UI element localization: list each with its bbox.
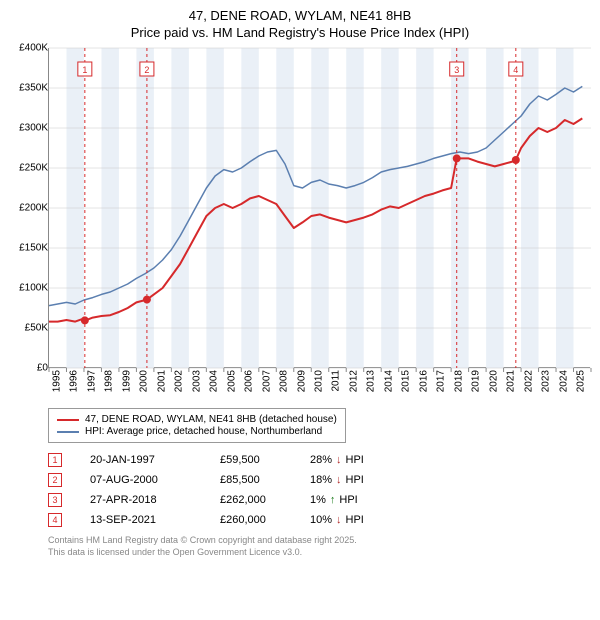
sales-table: 1 20-JAN-1997£59,50028% ↓ HPI 2 07-AUG-2000£8… bbox=[48, 453, 590, 527]
sale-delta: 10% ↓ HPI bbox=[310, 514, 400, 526]
arrow-down-icon: ↓ bbox=[336, 454, 342, 466]
legend: 47, DENE ROAD, WYLAM, NE41 8HB (detached… bbox=[48, 408, 346, 443]
footer-line: This data is licensed under the Open Gov… bbox=[48, 547, 590, 559]
y-tick-label: £100K bbox=[19, 283, 48, 294]
arrow-up-icon: ↑ bbox=[330, 494, 336, 506]
sale-price: £85,500 bbox=[220, 474, 310, 486]
x-tick-label: 1997 bbox=[86, 370, 97, 392]
x-tick-label: 2018 bbox=[453, 370, 464, 392]
legend-label: 47, DENE ROAD, WYLAM, NE41 8HB (detached… bbox=[85, 414, 337, 425]
sale-delta-pct: 28% bbox=[310, 454, 332, 466]
x-tick-label: 2007 bbox=[261, 370, 272, 392]
sale-price: £262,000 bbox=[220, 494, 310, 506]
legend-item: 47, DENE ROAD, WYLAM, NE41 8HB (detached… bbox=[57, 414, 337, 425]
arrow-down-icon: ↓ bbox=[336, 514, 342, 526]
sales-row: 2 07-AUG-2000£85,50018% ↓ HPI bbox=[48, 473, 590, 487]
sale-price: £260,000 bbox=[220, 514, 310, 526]
x-tick-label: 2015 bbox=[401, 370, 412, 392]
sale-date: 27-APR-2018 bbox=[90, 494, 220, 506]
x-tick-label: 1999 bbox=[121, 370, 132, 392]
sales-row: 3 27-APR-2018£262,0001% ↑HPI bbox=[48, 493, 590, 507]
footer: Contains HM Land Registry data © Crown c… bbox=[48, 535, 590, 558]
title-block: 47, DENE ROAD, WYLAM, NE41 8HB Price pai… bbox=[10, 8, 590, 40]
footer-line: Contains HM Land Registry data © Crown c… bbox=[48, 535, 590, 547]
x-tick-label: 2006 bbox=[244, 370, 255, 392]
x-tick-label: 2003 bbox=[191, 370, 202, 392]
x-tick-label: 2001 bbox=[156, 370, 167, 392]
chart-area: £0£50K£100K£150K£200K£250K£300K£350K£400… bbox=[10, 48, 590, 406]
x-tick-label: 2009 bbox=[296, 370, 307, 392]
x-tick-label: 2022 bbox=[523, 370, 534, 392]
x-tick-label: 2024 bbox=[558, 370, 569, 392]
y-tick-label: £400K bbox=[19, 43, 48, 54]
y-tick-label: £50K bbox=[25, 323, 48, 334]
sales-row: 4 13-SEP-2021£260,00010% ↓ HPI bbox=[48, 513, 590, 527]
legend-item: HPI: Average price, detached house, Nort… bbox=[57, 426, 337, 437]
legend-swatch bbox=[57, 419, 79, 421]
x-tick-label: 2011 bbox=[331, 370, 342, 392]
sale-date: 20-JAN-1997 bbox=[90, 454, 220, 466]
legend-swatch bbox=[57, 431, 79, 433]
sale-price: £59,500 bbox=[220, 454, 310, 466]
x-tick-label: 2008 bbox=[279, 370, 290, 392]
x-tick-label: 2010 bbox=[314, 370, 325, 392]
sale-marker-box: 3 bbox=[48, 493, 62, 507]
title-main: 47, DENE ROAD, WYLAM, NE41 8HB bbox=[10, 8, 590, 23]
legend-label: HPI: Average price, detached house, Nort… bbox=[85, 426, 322, 437]
x-tick-label: 2013 bbox=[366, 370, 377, 392]
x-axis-labels: 1995 1996 1997 1998 1999 2000 2001 2002 2003 2004… bbox=[48, 368, 590, 406]
y-tick-label: £150K bbox=[19, 243, 48, 254]
x-tick-label: 1998 bbox=[104, 370, 115, 392]
x-tick-label: 2012 bbox=[348, 370, 359, 392]
y-tick-label: £250K bbox=[19, 163, 48, 174]
y-tick-label: £350K bbox=[19, 83, 48, 94]
sale-delta-vs: HPI bbox=[339, 494, 357, 506]
x-tick-label: 2021 bbox=[506, 370, 517, 392]
sale-marker-box: 1 bbox=[48, 453, 62, 467]
x-tick-label: 2005 bbox=[226, 370, 237, 392]
y-axis-labels: £0£50K£100K£150K£200K£250K£300K£350K£400… bbox=[4, 48, 48, 368]
chart-container: 47, DENE ROAD, WYLAM, NE41 8HB Price pai… bbox=[0, 0, 600, 564]
sale-delta-vs: HPI bbox=[346, 514, 364, 526]
x-tick-label: 2025 bbox=[576, 370, 587, 392]
sale-delta: 1% ↑HPI bbox=[310, 494, 400, 506]
sale-delta-vs: HPI bbox=[346, 474, 364, 486]
x-tick-label: 2019 bbox=[471, 370, 482, 392]
plot-svg: 1 2 3 4 bbox=[49, 48, 591, 368]
sale-delta-pct: 1% bbox=[310, 494, 326, 506]
y-tick-label: £0 bbox=[37, 363, 48, 374]
sale-delta-pct: 10% bbox=[310, 514, 332, 526]
sale-date: 07-AUG-2000 bbox=[90, 474, 220, 486]
sale-delta-pct: 18% bbox=[310, 474, 332, 486]
x-tick-label: 2002 bbox=[174, 370, 185, 392]
x-tick-label: 2000 bbox=[139, 370, 150, 392]
x-tick-label: 2023 bbox=[541, 370, 552, 392]
svg-text:4: 4 bbox=[513, 65, 518, 75]
sales-row: 1 20-JAN-1997£59,50028% ↓ HPI bbox=[48, 453, 590, 467]
y-tick-label: £200K bbox=[19, 203, 48, 214]
sale-delta: 28% ↓ HPI bbox=[310, 454, 400, 466]
x-tick-label: 2017 bbox=[436, 370, 447, 392]
svg-text:1: 1 bbox=[82, 65, 87, 75]
sale-marker-box: 2 bbox=[48, 473, 62, 487]
sale-delta-vs: HPI bbox=[346, 454, 364, 466]
x-tick-label: 2020 bbox=[488, 370, 499, 392]
sale-marker-box: 4 bbox=[48, 513, 62, 527]
arrow-down-icon: ↓ bbox=[336, 474, 342, 486]
title-sub: Price paid vs. HM Land Registry's House … bbox=[10, 25, 590, 40]
x-tick-label: 2004 bbox=[209, 370, 220, 392]
x-tick-label: 2016 bbox=[418, 370, 429, 392]
y-tick-label: £300K bbox=[19, 123, 48, 134]
sale-date: 13-SEP-2021 bbox=[90, 514, 220, 526]
x-tick-label: 1995 bbox=[51, 370, 62, 392]
plot-region: 1 2 3 4 bbox=[48, 48, 590, 368]
sale-delta: 18% ↓ HPI bbox=[310, 474, 400, 486]
svg-text:3: 3 bbox=[454, 65, 459, 75]
svg-text:2: 2 bbox=[144, 65, 149, 75]
x-tick-label: 2014 bbox=[383, 370, 394, 392]
x-tick-label: 1996 bbox=[69, 370, 80, 392]
